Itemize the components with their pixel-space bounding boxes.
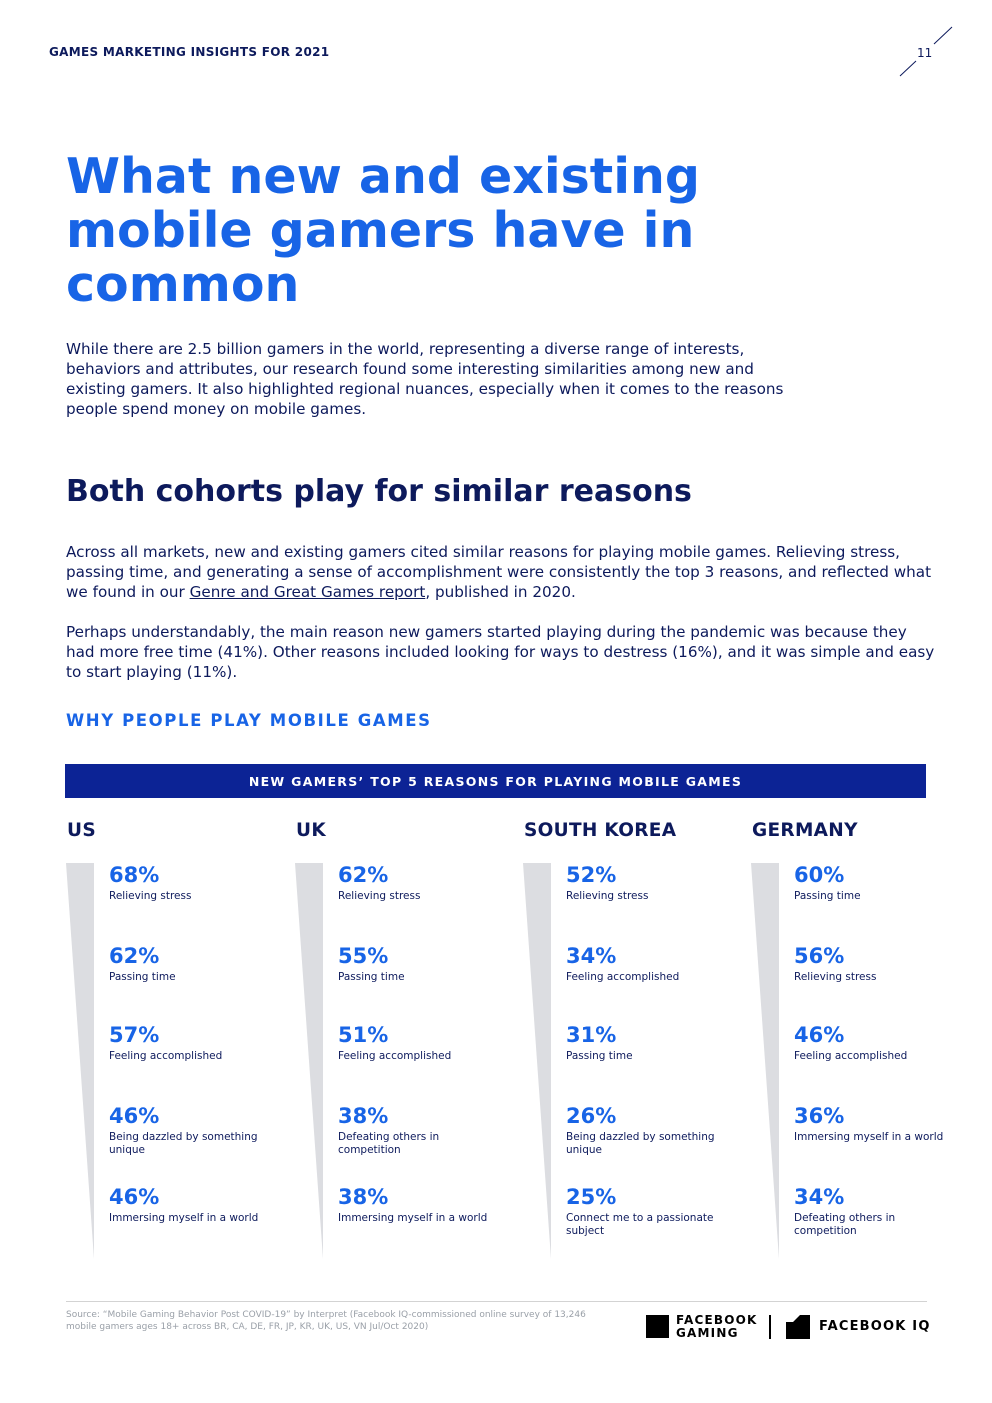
reason-label: Feeling accomplished (109, 1050, 223, 1062)
reason-item: 38% Defeating others in competition (338, 1104, 498, 1157)
reason-item: 25% Connect me to a passionate subject (566, 1185, 726, 1238)
paragraph-text: Across all markets, new and existing gam… (66, 543, 932, 601)
reason-percent: 68% (109, 863, 160, 887)
reason-percent: 25% (566, 1185, 617, 1209)
reason-item: 57% Feeling accomplished (109, 1023, 269, 1063)
reason-item: 68% Relieving stress (109, 863, 269, 903)
reason-label: Feeling accomplished (794, 1050, 908, 1062)
reason-label: Immersing myself in a world (109, 1212, 259, 1224)
reason-label: Immersing myself in a world (338, 1212, 488, 1224)
reason-item: 36% Immersing myself in a world (794, 1104, 954, 1144)
country-name: US (67, 820, 96, 841)
genre-report-link[interactable]: Genre and Great Games report (189, 583, 426, 601)
country-column: SOUTH KOREA 52% Relieving stress 34% Feeling… (523, 818, 726, 1259)
reason-label: Immersing myself in a world (794, 1131, 944, 1143)
intro-paragraph: While there are 2.5 billion gamers in th… (66, 340, 784, 418)
country-name: SOUTH KOREA (524, 820, 677, 841)
source-note: Source: “Mobile Gaming Behavior Post COV… (66, 1310, 586, 1332)
country-name: GERMANY (752, 820, 858, 841)
reason-item: 52% Relieving stress (566, 863, 726, 903)
facebook-iq-logo-mark (786, 1315, 810, 1339)
body-paragraph-2: Perhaps understandably, the main reason … (66, 623, 935, 681)
page-number: 11 (917, 46, 933, 60)
reason-label: Being dazzled by something unique (566, 1131, 715, 1156)
reason-label: Feeling accomplished (566, 971, 680, 983)
country-name: UK (296, 820, 326, 841)
section-heading: Both cohorts play for similar reasons (66, 474, 692, 509)
reason-label: Feeling accomplished (338, 1050, 452, 1062)
reason-percent: 62% (338, 863, 389, 887)
reason-percent: 36% (794, 1104, 845, 1128)
paragraph-text-end: , published in 2020. (425, 583, 576, 601)
reason-percent: 62% (109, 944, 160, 968)
ranking-wedge (751, 863, 779, 1259)
reason-label: Passing time (338, 971, 405, 983)
reason-percent: 60% (794, 863, 845, 887)
facebook-gaming-logo-text: FACEBOOK GAMING (676, 1314, 758, 1340)
reason-item: 46% Feeling accomplished (794, 1023, 954, 1063)
ranking-wedge (295, 863, 323, 1259)
reason-percent: 51% (338, 1023, 389, 1047)
reason-percent: 38% (338, 1185, 389, 1209)
reason-label: Passing time (109, 971, 176, 983)
reason-label: Passing time (794, 890, 861, 902)
reason-percent: 38% (338, 1104, 389, 1128)
facebook-iq-logo-text: FACEBOOK IQ (819, 1319, 931, 1334)
corner-slash-decoration (899, 26, 953, 77)
reason-label: Relieving stress (109, 890, 192, 902)
reason-percent: 52% (566, 863, 617, 887)
reason-item: 34% Feeling accomplished (566, 944, 726, 984)
reason-label: Relieving stress (794, 971, 877, 983)
reason-percent: 34% (566, 944, 617, 968)
reason-percent: 46% (109, 1104, 160, 1128)
reason-percent: 31% (566, 1023, 617, 1047)
page-title: What new and existing mobile gamers have… (66, 148, 700, 313)
reason-item: 51% Feeling accomplished (338, 1023, 498, 1063)
logo-divider (769, 1315, 771, 1339)
reason-label: Relieving stress (338, 890, 421, 902)
footer-rule (66, 1301, 927, 1302)
reason-item: 31% Passing time (566, 1023, 726, 1063)
reason-percent: 46% (794, 1023, 845, 1047)
reason-label: Defeating others in competition (794, 1212, 896, 1237)
facebook-gaming-logo-mark (646, 1315, 669, 1338)
reason-item: 62% Relieving stress (338, 863, 498, 903)
ranking-wedge (66, 863, 94, 1259)
reason-percent: 46% (109, 1185, 160, 1209)
reason-percent: 55% (338, 944, 389, 968)
reason-item: 46% Immersing myself in a world (109, 1185, 269, 1225)
reason-label: Defeating others in competition (338, 1131, 440, 1156)
chart-banner: NEW GAMERS’ TOP 5 REASONS FOR PLAYING MO… (65, 764, 926, 798)
reason-item: 26% Being dazzled by something unique (566, 1104, 726, 1157)
reason-item: 62% Passing time (109, 944, 269, 984)
reason-percent: 26% (566, 1104, 617, 1128)
ranking-wedge (523, 863, 551, 1259)
country-column: US 68% Relieving stress 62% Passing time 57% F… (66, 818, 269, 1259)
reason-percent: 57% (109, 1023, 160, 1047)
chart-subheading: WHY PEOPLE PLAY MOBILE GAMES (66, 711, 432, 730)
reason-label: Being dazzled by something unique (109, 1131, 258, 1156)
country-column: UK 62% Relieving stress 55% Passing time 51% F… (295, 818, 498, 1259)
reason-label: Passing time (566, 1050, 633, 1062)
reason-percent: 34% (794, 1185, 845, 1209)
logo-line-2: GAMING (676, 1326, 739, 1340)
country-column: GERMANY 60% Passing time 56% Relieving stres… (751, 818, 954, 1259)
reason-item: 60% Passing time (794, 863, 954, 903)
reason-percent: 56% (794, 944, 845, 968)
running-header: GAMES MARKETING INSIGHTS FOR 2021 (49, 45, 330, 59)
reason-item: 38% Immersing myself in a world (338, 1185, 498, 1225)
logo-line-1: FACEBOOK (676, 1313, 758, 1327)
reason-label: Relieving stress (566, 890, 649, 902)
body-paragraph-1: Across all markets, new and existing gam… (66, 542, 936, 602)
reason-item: 56% Relieving stress (794, 944, 954, 984)
reason-item: 34% Defeating others in competition (794, 1185, 954, 1238)
reason-item: 46% Being dazzled by something unique (109, 1104, 269, 1157)
reason-label: Connect me to a passionate subject (566, 1212, 714, 1237)
reason-item: 55% Passing time (338, 944, 498, 984)
